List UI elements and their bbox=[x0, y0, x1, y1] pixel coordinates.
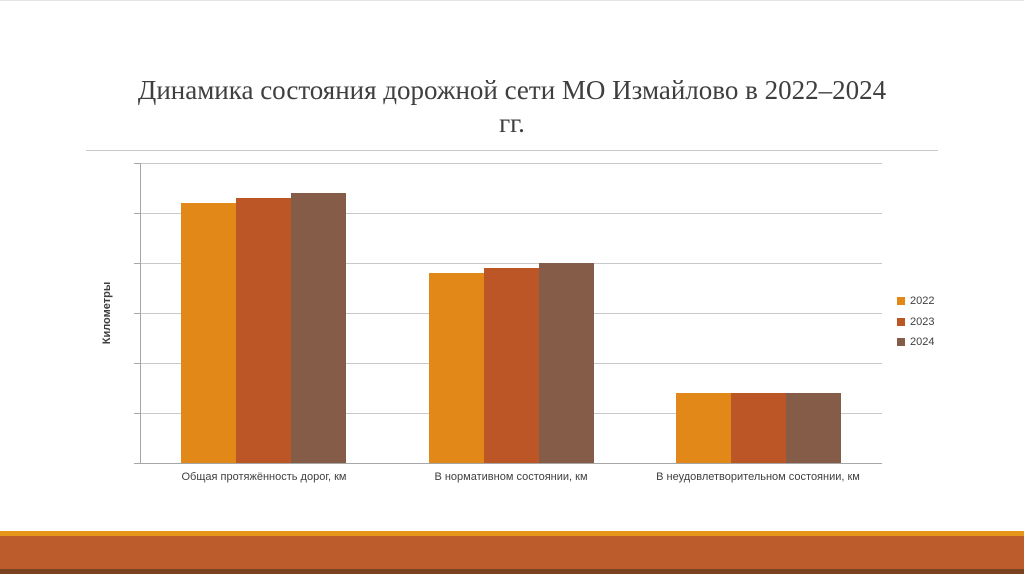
category-label-1: В нормативном состоянии, км bbox=[434, 471, 588, 483]
bar-2022-cat1 bbox=[429, 273, 484, 463]
y-tick-mark-20 bbox=[134, 363, 140, 364]
slide-title: Динамика состояния дорожной сети МО Изма… bbox=[82, 74, 942, 140]
footer-band bbox=[0, 536, 1024, 569]
y-tick-mark-40 bbox=[134, 263, 140, 264]
y-tick-label-40 bbox=[90, 256, 132, 270]
x-axis-line bbox=[140, 463, 882, 464]
legend-swatch-2022 bbox=[897, 297, 905, 305]
bar-2023-cat0 bbox=[236, 198, 291, 463]
legend-swatch-2023 bbox=[897, 317, 905, 326]
gridline-60 bbox=[140, 163, 882, 164]
y-tick-label-10 bbox=[90, 406, 132, 420]
title-divider bbox=[86, 150, 938, 151]
legend-item-2022: 2022 bbox=[897, 295, 957, 307]
y-tick-mark-30 bbox=[134, 313, 140, 314]
y-tick-mark-10 bbox=[134, 413, 140, 414]
legend-label-2023: 2023 bbox=[910, 315, 935, 328]
y-tick-mark-50 bbox=[134, 213, 140, 214]
y-tick-label-20 bbox=[90, 356, 132, 370]
legend-item-2023: 2023 bbox=[897, 316, 957, 328]
y-tick-mark-60 bbox=[134, 163, 140, 164]
bar-2022-cat0 bbox=[181, 203, 236, 463]
footer-accent-line bbox=[0, 531, 1024, 536]
slide-title-line1: Динамика состояния дорожной сети МО Изма… bbox=[137, 75, 887, 105]
bar-2024-cat1 bbox=[539, 263, 594, 463]
bar-2024-cat2 bbox=[786, 393, 841, 463]
bar-2023-cat1 bbox=[484, 268, 539, 463]
y-tick-label-50 bbox=[90, 206, 132, 220]
gridline-50 bbox=[140, 213, 882, 214]
bar-2022-cat2 bbox=[676, 393, 731, 463]
legend-item-2024: 2024 bbox=[897, 336, 957, 348]
footer-bottom-strip bbox=[0, 569, 1024, 574]
y-axis-line bbox=[140, 163, 141, 463]
legend-swatch-2024 bbox=[897, 338, 905, 347]
category-label-2: В неудовлетворительном состоянии, км bbox=[656, 471, 860, 483]
slide-top-edge bbox=[0, 0, 1024, 1]
bar-2024-cat0 bbox=[291, 193, 346, 463]
legend-label-2024: 2024 bbox=[910, 336, 935, 349]
y-axis-title: Километры bbox=[101, 281, 113, 345]
slide-title-line2: гг. bbox=[499, 108, 525, 138]
y-tick-label-60 bbox=[90, 156, 132, 170]
category-label-0: Общая протяжённость дорог, км bbox=[181, 471, 347, 483]
y-tick-label-0 bbox=[90, 456, 132, 470]
y-tick-mark-0 bbox=[134, 463, 140, 464]
legend-label-2022: 2022 bbox=[910, 295, 935, 307]
bar-2023-cat2 bbox=[731, 393, 786, 463]
gridline-40 bbox=[140, 263, 882, 264]
